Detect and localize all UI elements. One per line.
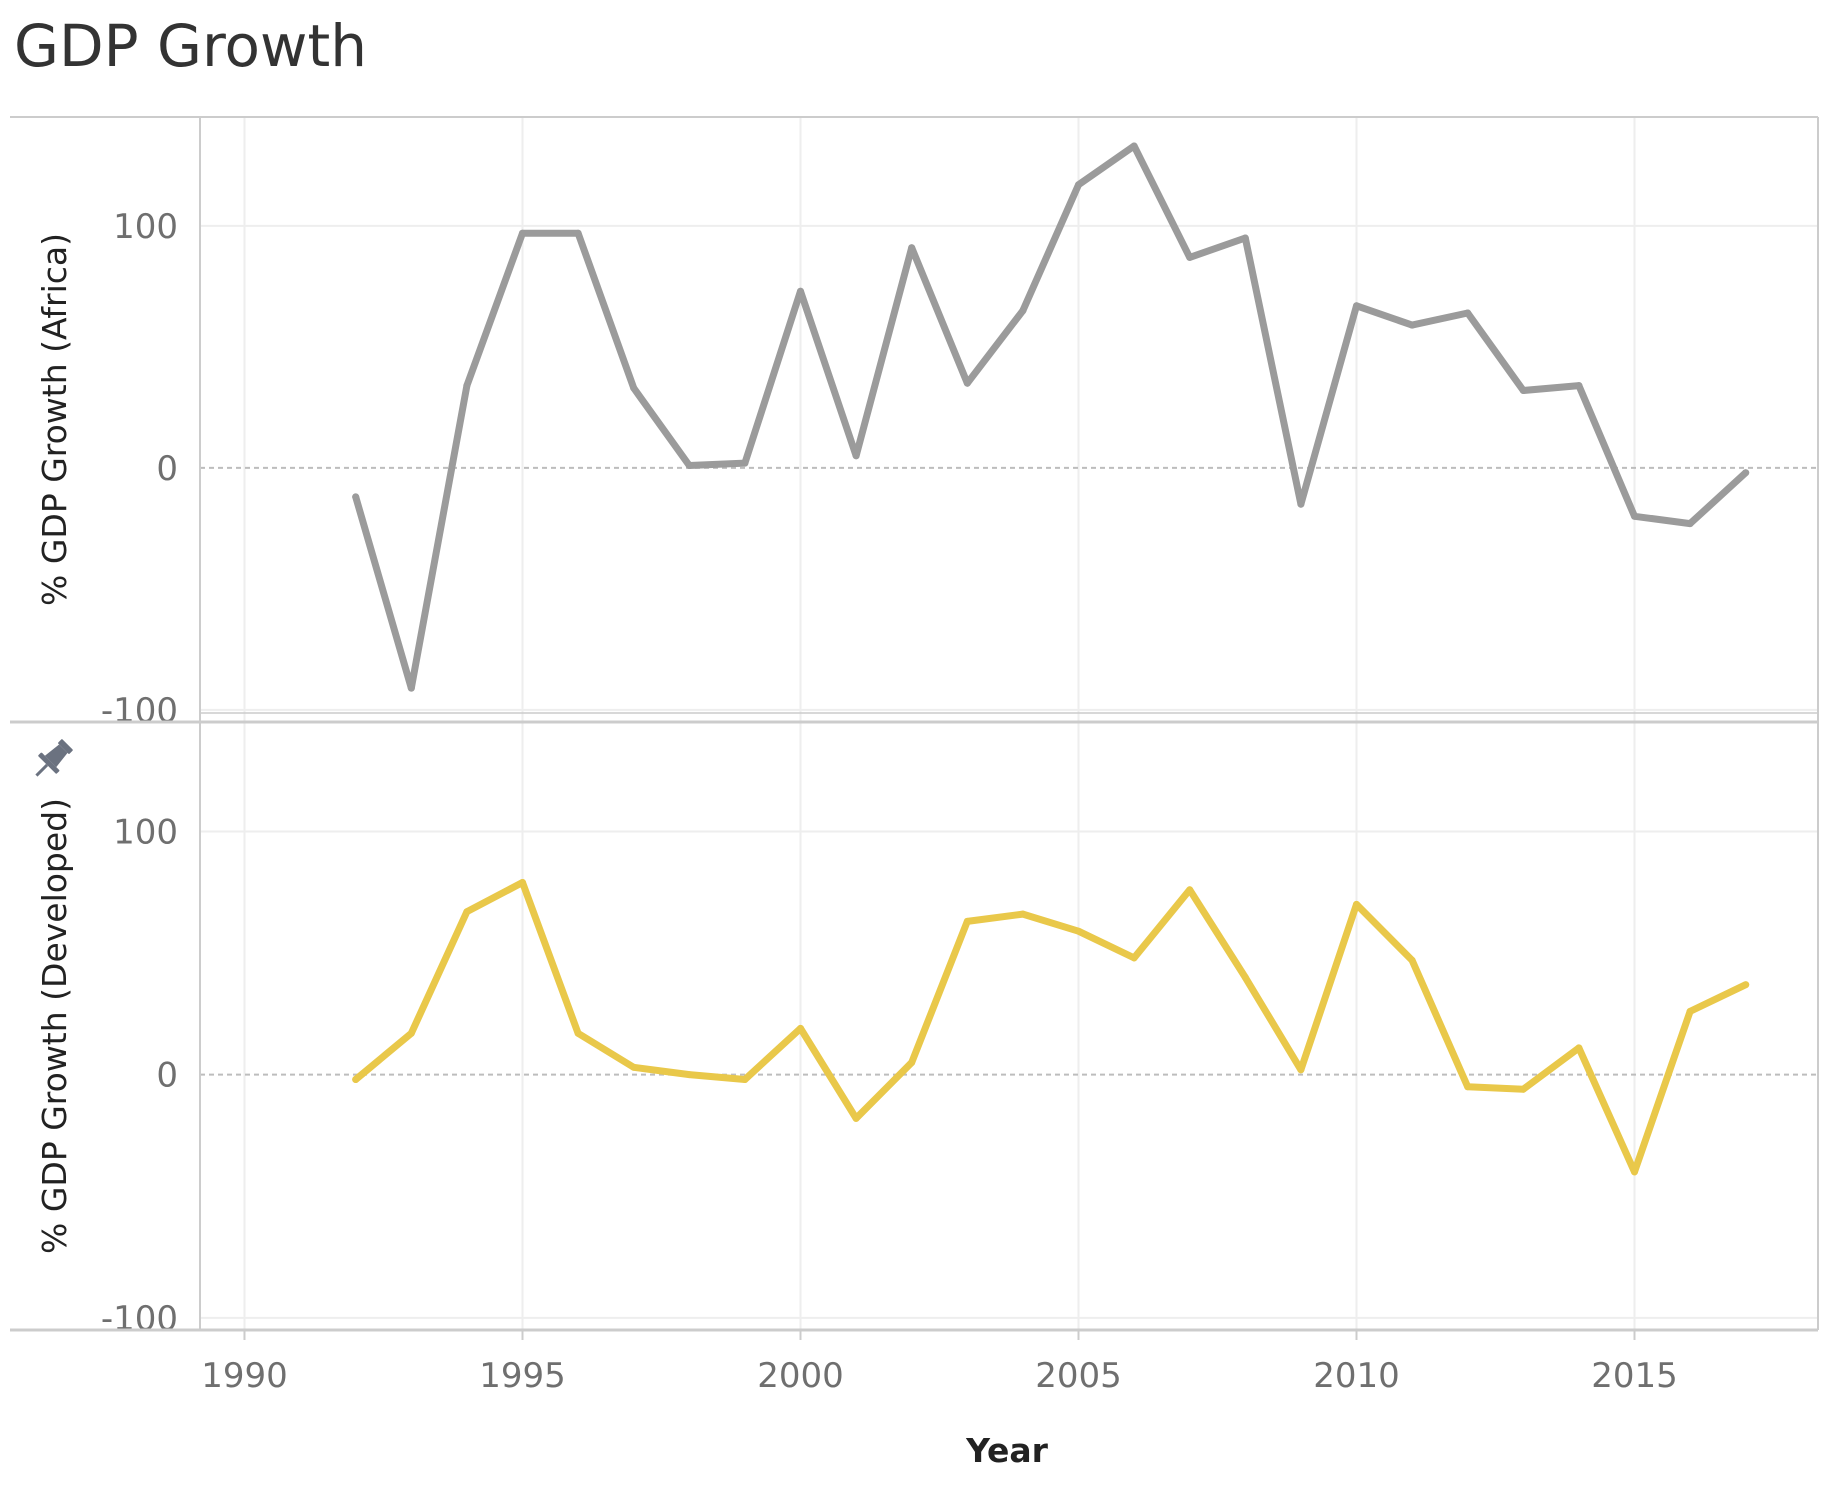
data-point: [1631, 512, 1638, 520]
x-tick-label: 1995: [479, 1356, 566, 1396]
y-tick-label: 100: [113, 812, 178, 852]
data-point: [1130, 142, 1138, 150]
data-point: [685, 462, 693, 469]
data-point: [630, 384, 638, 392]
data-point: [1297, 500, 1305, 508]
data-point: [797, 287, 804, 295]
data-point: [1519, 387, 1527, 394]
data-point: [852, 452, 860, 460]
x-axis-title: Year: [965, 1431, 1049, 1470]
data-point: [1464, 1083, 1472, 1091]
data-point: [407, 1029, 415, 1037]
data-point: [1742, 981, 1750, 989]
data-point: [1575, 1044, 1583, 1052]
data-point: [741, 1076, 749, 1083]
y-axis-title: % GDP Growth (Africa): [35, 233, 74, 606]
x-tick-label: 2000: [757, 1356, 844, 1396]
data-point: [1075, 181, 1082, 189]
y-tick-label: 0: [156, 1056, 178, 1096]
data-point: [852, 1114, 860, 1122]
data-point: [463, 908, 471, 916]
data-point: [1186, 253, 1194, 261]
data-point: [1742, 469, 1750, 477]
data-point: [1686, 1007, 1694, 1015]
data-point: [1186, 886, 1194, 894]
data-point: [407, 684, 415, 692]
chart-title: GDP Growth: [14, 12, 367, 80]
data-point: [1353, 900, 1360, 908]
y-tick-label: -100: [101, 691, 178, 731]
data-point: [463, 382, 471, 390]
data-point: [1241, 973, 1249, 981]
data-point: [908, 244, 916, 252]
data-point: [963, 379, 971, 387]
data-point: [1353, 302, 1360, 310]
data-point: [1408, 321, 1416, 329]
y-tick-label: 100: [113, 207, 178, 247]
data-point: [519, 879, 526, 886]
data-point: [1631, 1168, 1638, 1176]
data-point: [1075, 927, 1082, 935]
series-line-developed: [352, 879, 1750, 1176]
data-point: [685, 1071, 693, 1079]
data-point: [908, 1059, 916, 1066]
data-point: [519, 229, 526, 237]
data-point: [574, 1029, 582, 1037]
data-point: [963, 917, 971, 925]
series-line-africa: [352, 142, 1750, 692]
pin-icon[interactable]: [27, 735, 76, 784]
data-point: [797, 1024, 804, 1032]
data-point: [1575, 382, 1583, 390]
x-tick-label: 2015: [1591, 1356, 1678, 1396]
data-point: [1297, 1066, 1305, 1074]
data-point: [1464, 309, 1472, 317]
data-point: [574, 229, 582, 237]
y-axis-title: % GDP Growth (Developed): [35, 798, 74, 1254]
data-point: [1408, 956, 1416, 964]
x-tick-label: 2010: [1313, 1356, 1400, 1396]
y-tick-label: 0: [156, 449, 178, 489]
data-point: [741, 459, 749, 467]
data-point: [630, 1063, 638, 1071]
data-point: [1019, 307, 1027, 315]
x-tick-label: 1990: [201, 1356, 288, 1396]
data-point: [352, 1076, 360, 1083]
data-point: [1130, 954, 1138, 962]
y-tick-label: -100: [101, 1299, 178, 1339]
data-point: [352, 493, 360, 501]
x-tick-label: 2005: [1035, 1356, 1122, 1396]
data-point: [1519, 1085, 1527, 1093]
data-point: [1241, 234, 1249, 242]
data-point: [1019, 910, 1027, 918]
data-point: [1686, 520, 1694, 528]
